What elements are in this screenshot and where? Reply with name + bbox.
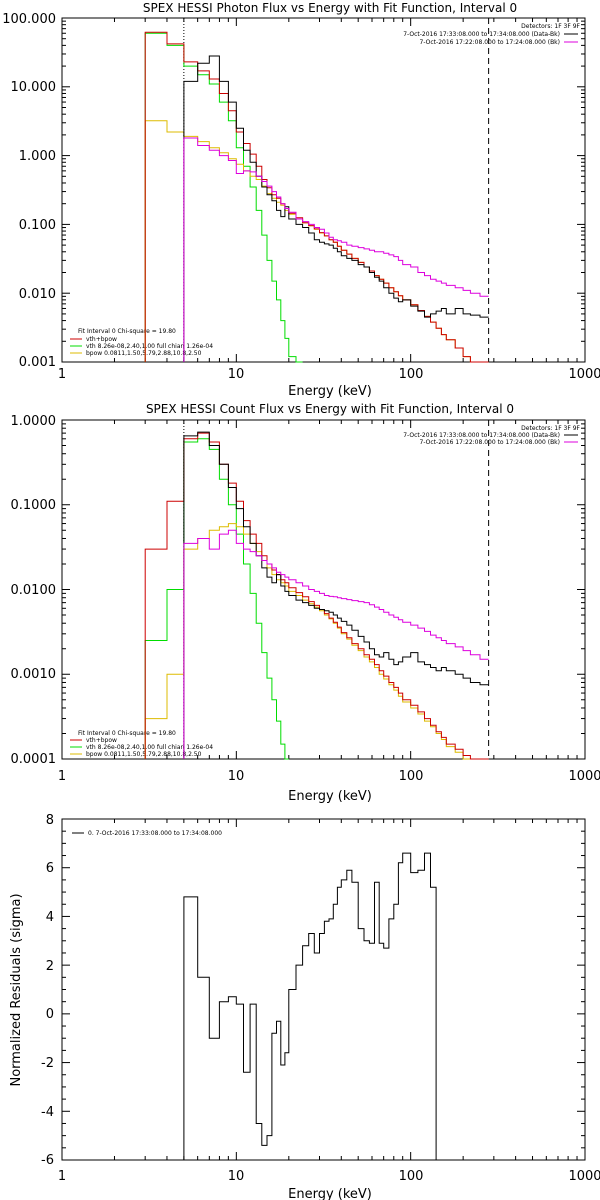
count-legend-bpow: bpow 0.0811,1.50,5.79,2.88,10.8,2.50 — [86, 751, 202, 758]
photon-x-tick-10: 10 — [228, 367, 245, 382]
count-flux-title: SPEX HESSI Count Flux vs Energy with Fit… — [146, 402, 514, 416]
count-legend: Fit Interval 0 Chi-square = 19.80 vth+bp… — [78, 730, 213, 758]
count-legend-vth: vth 8.26e-08,2.40,1.00 full chian 1.26e-… — [86, 744, 213, 751]
series-total-line — [144, 432, 489, 760]
residuals-y-tick-2: 2 — [46, 959, 54, 974]
count-x-tick-10: 10 — [228, 769, 245, 784]
residuals-x-tick-100: 100 — [399, 1169, 424, 1184]
residuals-x-tick-1: 1 — [58, 1169, 66, 1184]
count-plot-frame — [61, 419, 586, 760]
count-legend-total: vth+bpow — [86, 737, 117, 744]
count-header: Detectors: 1F 3F 9F 7-Oct-2016 17:33:08.… — [403, 425, 580, 446]
count-flux-panel: SPEX HESSI Count Flux vs Energy with Fit… — [11, 402, 600, 804]
residuals-x-tick-1000: 1000 — [568, 1169, 600, 1184]
series-bpow-line — [144, 120, 489, 363]
photon-x-tick-100: 100 — [399, 367, 424, 382]
photon-bk-interval-text: 7-Oct-2016 17:22:08.000 to 17:24:08.000 … — [420, 39, 561, 46]
residuals-panel: 1 10 100 1000 Energy (keV) Normalized Re… — [9, 813, 600, 1200]
photon-flux-title: SPEX HESSI Photon Flux vs Energy with Fi… — [143, 1, 517, 15]
series-bk-line — [183, 137, 489, 362]
count-detectors-text: Detectors: 1F 3F 9F — [521, 425, 580, 432]
count-y-tick-0.1000: 0.1000 — [11, 498, 57, 513]
photon-legend: Fit Interval 0 Chi-square = 19.80 vth+bp… — [78, 328, 213, 357]
series-vth-line — [144, 438, 289, 760]
count-bk-interval-text: 7-Oct-2016 17:22:08.000 to 17:24:08.000 … — [420, 439, 561, 446]
photon-y-tick-10.000: 10.000 — [11, 80, 57, 95]
residuals-y-tick-4: 4 — [46, 910, 54, 925]
count-y-tick-0.0001: 0.0001 — [11, 752, 57, 767]
series-bpow-line — [144, 523, 489, 760]
photon-y-tick-0.001: 0.001 — [19, 355, 56, 370]
photon-header: Detectors: 1F 3F 9F 7-Oct-2016 17:33:08.… — [403, 23, 580, 46]
photon-y-tick-labels: 0.001 0.010 0.100 1.000 10.000 100.000 — [2, 12, 56, 370]
photon-detectors-text: Detectors: 1F 3F 9F — [521, 23, 580, 30]
residuals-y-tick-0: 0 — [46, 1007, 54, 1022]
photon-y-tick-100.000: 100.000 — [2, 12, 56, 27]
photon-data-interval-text: 7-Oct-2016 17:33:08.000 to 17:34:08.000 … — [403, 31, 560, 38]
residuals-y-tick-8: 8 — [46, 813, 54, 828]
count-y-tick-labels: 0.0001 0.0010 0.0100 0.1000 1.0000 — [11, 414, 57, 767]
photon-y-tick-0.100: 0.100 — [19, 218, 56, 233]
series-vth-line — [144, 32, 303, 363]
panel-2-tick-marks — [61, 818, 586, 1161]
residuals-y-tick-6: 6 — [46, 861, 54, 876]
count-data-interval-text: 7-Oct-2016 17:33:08.000 to 17:34:08.000 … — [403, 432, 560, 439]
photon-x-tick-1000: 1000 — [568, 367, 600, 382]
residuals-y-tick-m6: -6 — [41, 1153, 54, 1168]
photon-y-tick-1.000: 1.000 — [19, 149, 56, 164]
photon-plot-frame — [61, 17, 586, 363]
residuals-y-tick-m2: -2 — [41, 1056, 54, 1071]
residuals-x-tick-10: 10 — [228, 1169, 245, 1184]
residuals-legend: 0. 7-Oct-2016 17:33:08.000 to 17:34:08.0… — [72, 830, 222, 837]
residuals-y-tick-labels: -6 -4 -2 0 2 4 6 8 — [41, 813, 54, 1168]
photon-legend-total: vth+bpow — [86, 336, 117, 343]
count-x-tick-1000: 1000 — [568, 769, 600, 784]
count-x-axis-label: Energy (keV) — [288, 789, 372, 804]
photon-x-tick-labels: 1 10 100 1000 — [58, 367, 600, 382]
residuals-plot-frame — [61, 818, 586, 1161]
series-data-line — [183, 431, 489, 759]
photon-legend-bpow: bpow 0.0811,1.50,5.79,2.88,10.8,2.50 — [86, 350, 202, 357]
residuals-y-axis-label: Normalized Residuals (sigma) — [9, 893, 24, 1086]
series-data-line — [183, 55, 489, 362]
count-y-tick-0.0010: 0.0010 — [11, 667, 57, 682]
photon-x-tick-1: 1 — [58, 367, 66, 382]
count-y-tick-0.0100: 0.0100 — [11, 583, 57, 598]
count-x-tick-100: 100 — [399, 769, 424, 784]
photon-y-tick-0.010: 0.010 — [19, 287, 56, 302]
series-data-line — [183, 852, 437, 1160]
residuals-series-layer — [61, 818, 586, 1161]
photon-x-axis-label: Energy (keV) — [288, 384, 372, 399]
residuals-x-axis-label: Energy (keV) — [288, 1187, 372, 1200]
series-bk-line — [183, 529, 489, 759]
panel-1-tick-marks — [61, 419, 586, 760]
residuals-x-tick-labels: 1 10 100 1000 — [58, 1169, 600, 1184]
count-y-tick-1.0000: 1.0000 — [11, 414, 57, 429]
panel-0-tick-marks — [61, 17, 586, 363]
photon-flux-panel: SPEX HESSI Photon Flux vs Energy with Fi… — [2, 1, 600, 399]
photon-legend-vth: vth 8.26e-08,2.40,1.00 full chian 1.26e-… — [86, 343, 213, 350]
residuals-y-tick-m4: -4 — [41, 1105, 54, 1120]
count-series-layer — [61, 419, 586, 760]
count-x-tick-1: 1 — [58, 769, 66, 784]
photon-series-layer — [61, 17, 586, 363]
count-x-tick-labels: 1 10 100 1000 — [58, 769, 600, 784]
count-legend-fit: Fit Interval 0 Chi-square = 19.80 — [78, 730, 176, 737]
photon-legend-fit: Fit Interval 0 Chi-square = 19.80 — [78, 328, 176, 335]
residuals-legend-text: 0. 7-Oct-2016 17:33:08.000 to 17:34:08.0… — [88, 830, 222, 837]
